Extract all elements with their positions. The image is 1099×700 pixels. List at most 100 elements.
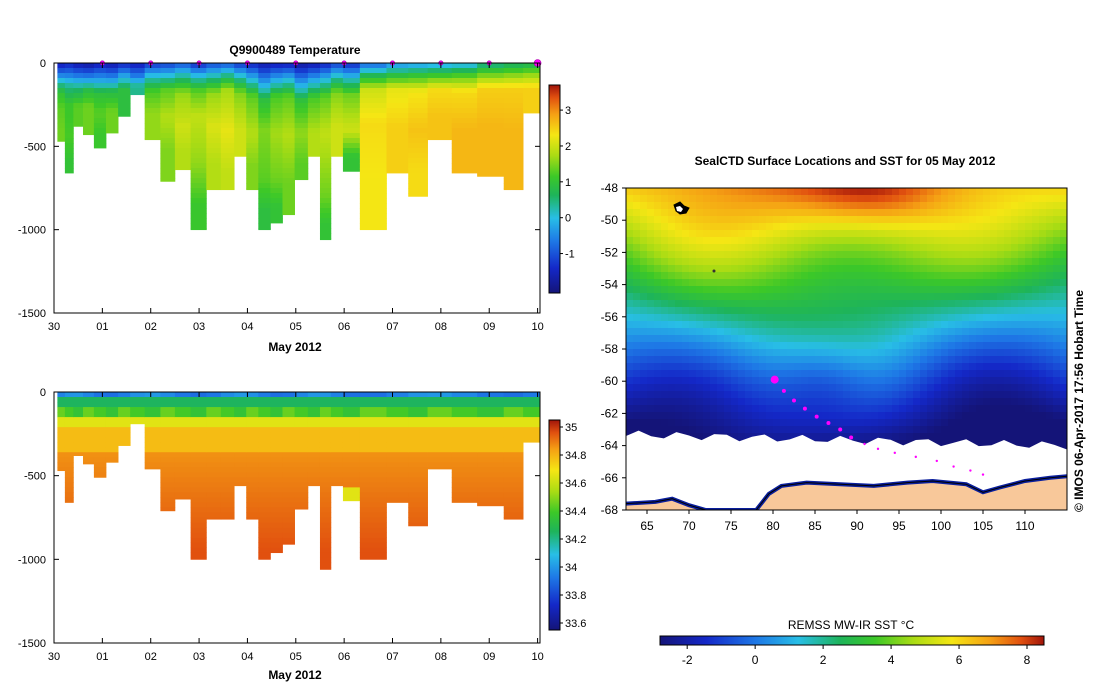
- sst-cell: [1060, 377, 1067, 385]
- sst-cell: [773, 286, 781, 294]
- sst-cell: [759, 349, 767, 357]
- sst-cell: [885, 202, 893, 210]
- colorbar-tick-label: 6: [956, 653, 963, 667]
- sst-cell: [850, 293, 858, 301]
- salinity-cell: [451, 397, 478, 403]
- sst-cell: [654, 258, 662, 266]
- sst-cell: [759, 223, 767, 231]
- salinity-cell: [73, 402, 84, 408]
- sst-cell: [871, 412, 879, 420]
- sst-cell: [976, 307, 984, 315]
- sst-cell: [941, 335, 949, 343]
- sst-cell: [983, 412, 991, 420]
- temperature-cell: [144, 123, 161, 129]
- sst-cell: [920, 244, 928, 252]
- sst-cell: [668, 419, 676, 427]
- sst-cell: [1060, 384, 1067, 392]
- sst-cell: [759, 188, 767, 196]
- sst-cell: [927, 398, 935, 406]
- sst-cell: [752, 286, 760, 294]
- sst-cell: [871, 391, 879, 399]
- temperature-cell: [57, 68, 66, 74]
- sst-cell: [990, 272, 998, 280]
- sst-cell: [962, 202, 970, 210]
- salinity-cell: [144, 397, 161, 403]
- sst-cell: [948, 335, 956, 343]
- temperature-cell: [427, 98, 453, 104]
- sst-cell: [836, 272, 844, 280]
- salinity-cell: [408, 512, 428, 518]
- salinity-cell: [386, 402, 409, 408]
- sst-cell: [1046, 405, 1054, 413]
- sst-cell: [787, 363, 795, 371]
- sst-cell: [920, 398, 928, 406]
- temperature-cell: [258, 148, 271, 154]
- salinity-cell: [477, 482, 505, 488]
- sst-cell: [864, 202, 872, 210]
- salinity-cell: [294, 442, 309, 448]
- temperature-cell: [160, 143, 176, 149]
- sst-cell: [850, 356, 858, 364]
- temperature-cell: [93, 128, 107, 134]
- temperature-cell: [330, 103, 344, 109]
- sst-cell: [801, 230, 809, 238]
- temperature-cell: [270, 143, 283, 149]
- sst-cell: [1053, 230, 1061, 238]
- sst-cell: [696, 230, 704, 238]
- sst-cell: [1032, 286, 1040, 294]
- salinity-cell: [294, 487, 309, 493]
- sst-cell: [675, 265, 683, 273]
- sst-cell: [976, 251, 984, 259]
- sst-cell: [703, 314, 711, 322]
- sst-cell: [878, 230, 886, 238]
- sst-map-y-axis: -48-50-52-54-56-58-60-62-64-66-68: [601, 181, 626, 517]
- sst-cell: [983, 293, 991, 301]
- y-tick-label: -62: [601, 406, 619, 420]
- temperature-cell: [220, 78, 235, 84]
- sst-cell: [626, 391, 634, 399]
- sst-cell: [717, 237, 725, 245]
- sst-cell: [808, 230, 816, 238]
- temperature-cell: [330, 98, 344, 104]
- sst-cell: [703, 272, 711, 280]
- temperature-cell: [270, 138, 283, 144]
- sst-cell: [647, 370, 655, 378]
- sst-cell: [682, 286, 690, 294]
- salinity-cell: [477, 467, 505, 473]
- temperature-cell: [270, 168, 283, 174]
- salinity-cell: [523, 392, 540, 398]
- sst-cell: [871, 279, 879, 287]
- salinity-cell: [319, 527, 332, 533]
- sst-cell: [787, 202, 795, 210]
- salinity-cell: [83, 392, 95, 398]
- sst-cell: [955, 349, 963, 357]
- sst-cell: [1032, 244, 1040, 252]
- sst-cell: [703, 419, 711, 427]
- temperature-cell: [270, 188, 283, 194]
- sst-cell: [983, 363, 991, 371]
- sst-cell: [1039, 307, 1047, 315]
- salinity-cell: [477, 492, 505, 498]
- sst-cell: [871, 251, 879, 259]
- sst-cell: [941, 433, 949, 441]
- sst-cell: [1018, 195, 1026, 203]
- y-tick-label: -500: [24, 471, 46, 483]
- salinity-cell: [190, 397, 207, 403]
- temperature-cell: [220, 113, 235, 119]
- sst-cell: [731, 328, 739, 336]
- sst-cell: [1018, 426, 1026, 434]
- sst-cell: [738, 265, 746, 273]
- sst-cell: [787, 230, 795, 238]
- salinity-cell: [64, 412, 74, 418]
- sst-cell: [927, 314, 935, 322]
- salinity-cell: [477, 462, 505, 468]
- salinity-cell: [93, 407, 107, 413]
- salinity-cell: [294, 407, 309, 413]
- sst-cell: [745, 363, 753, 371]
- y-tick-label: -500: [24, 141, 46, 153]
- temperature-cell: [105, 98, 119, 104]
- x-tick-label: 09: [483, 651, 495, 663]
- temperature-cell: [451, 143, 478, 149]
- sst-cell: [892, 286, 900, 294]
- sst-cell: [822, 321, 830, 329]
